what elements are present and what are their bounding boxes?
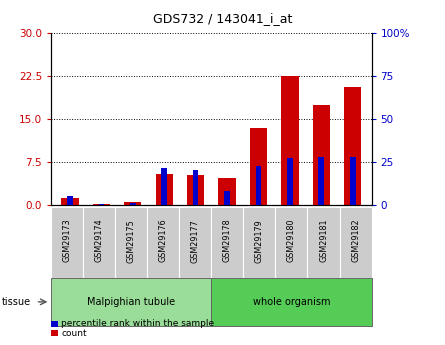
Bar [250, 128, 267, 205]
Bar [67, 196, 73, 205]
Bar [319, 157, 324, 205]
Text: GSM29177: GSM29177 [191, 219, 200, 263]
Bar [130, 203, 136, 205]
Bar [344, 87, 361, 205]
Bar [256, 166, 261, 205]
Text: Malpighian tubule: Malpighian tubule [87, 297, 175, 307]
Text: GDS732 / 143041_i_at: GDS732 / 143041_i_at [153, 12, 292, 25]
Bar [350, 157, 356, 205]
Text: GSM29174: GSM29174 [95, 219, 104, 263]
Text: GSM29181: GSM29181 [319, 219, 328, 263]
Text: GSM29176: GSM29176 [159, 219, 168, 263]
Text: tissue: tissue [2, 297, 31, 307]
Text: GSM29179: GSM29179 [255, 219, 264, 263]
Bar [313, 105, 330, 205]
Text: GSM29182: GSM29182 [351, 219, 360, 263]
Bar [281, 76, 299, 205]
Text: percentile rank within the sample: percentile rank within the sample [61, 319, 214, 328]
Bar [218, 178, 236, 205]
Text: whole organism: whole organism [253, 297, 330, 307]
Bar [156, 174, 173, 205]
Bar [93, 204, 110, 205]
Bar [187, 175, 204, 205]
Bar [224, 191, 230, 205]
Bar [124, 203, 142, 205]
Text: GSM29180: GSM29180 [287, 219, 296, 263]
Text: count: count [61, 329, 87, 338]
Bar [193, 170, 198, 205]
Text: GSM29175: GSM29175 [127, 219, 136, 263]
Text: GSM29173: GSM29173 [63, 219, 72, 263]
Bar [99, 204, 104, 205]
Bar [162, 168, 167, 205]
Bar [61, 198, 79, 205]
Bar [287, 158, 293, 205]
Text: GSM29178: GSM29178 [223, 219, 232, 263]
